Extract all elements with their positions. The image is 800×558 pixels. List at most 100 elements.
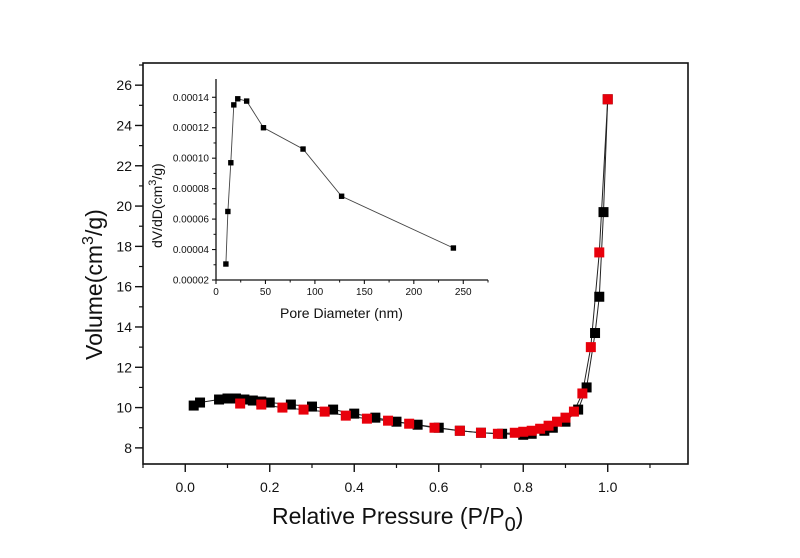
- main-y-tick-label: 26: [116, 77, 132, 93]
- main-y-axis-title-text: Volume(cm: [81, 245, 107, 360]
- main-point-adsorption: [306, 401, 317, 412]
- main-point-desorption: [543, 420, 554, 431]
- main-point-adsorption: [247, 395, 258, 406]
- main-series-line-adsorption: [193, 99, 609, 436]
- main-point-adsorption: [195, 397, 206, 408]
- inset-y-axis-title-end: /g): [149, 163, 165, 179]
- inset-point: [243, 98, 250, 104]
- inset-point: [225, 208, 231, 215]
- inset-y-axis-title: dV/dD(cm3/g): [147, 163, 165, 248]
- inset-point: [260, 125, 267, 131]
- inset-point: [228, 160, 234, 166]
- inset-x-tick-label: 100: [307, 287, 324, 298]
- main-point-desorption: [509, 427, 520, 438]
- main-point-desorption: [256, 399, 267, 410]
- main-point-desorption: [552, 416, 563, 427]
- main-x-tick-label: 1.0: [598, 479, 618, 495]
- inset-x-tick-label: 50: [260, 287, 272, 298]
- main-point-adsorption: [391, 416, 402, 427]
- inset-y-tick-label: 0.00010: [173, 154, 210, 165]
- main-series-line-desorption: [240, 99, 609, 435]
- main-point-adsorption: [328, 404, 339, 415]
- main-point-desorption: [235, 398, 246, 409]
- main-point-desorption: [383, 415, 394, 426]
- inset-y-tick-label: 0.00008: [173, 184, 210, 195]
- main-point-desorption: [340, 410, 351, 421]
- main-y-axis-title-superscript: 3: [80, 236, 97, 245]
- inset-axes: [215, 79, 488, 281]
- main-point-adsorption: [590, 328, 601, 339]
- inset-y-tick-label: 0.00004: [173, 245, 210, 256]
- main-point-desorption: [560, 412, 571, 423]
- main-point-adsorption: [214, 394, 225, 405]
- main-y-tick-label: 14: [116, 319, 132, 335]
- main-y-axis-title: Volume(cm3/g): [80, 209, 107, 360]
- inset-y-tick-label: 0.00012: [173, 123, 210, 134]
- main-point-desorption: [585, 342, 596, 353]
- main-x-axis-title: Relative Pressure (P/P0): [272, 503, 523, 536]
- main-point-desorption: [319, 406, 330, 417]
- main-point-desorption: [361, 413, 372, 424]
- inset-y-axis-title-superscript: 3: [147, 180, 159, 186]
- main-point-adsorption: [222, 393, 233, 404]
- main-x-tick-label: 0.6: [429, 479, 449, 495]
- main-point-desorption: [602, 94, 613, 105]
- main-y-tick-label: 10: [116, 400, 132, 416]
- main-point-desorption: [277, 402, 288, 413]
- inset-y-tick-label: 0.00014: [173, 93, 210, 104]
- main-point-desorption: [535, 423, 546, 434]
- main-y-tick-label: 12: [116, 359, 132, 375]
- main-point-desorption: [475, 427, 486, 438]
- main-point-adsorption: [581, 382, 592, 393]
- main-point-adsorption: [230, 393, 241, 404]
- main-y-tick-label: 20: [116, 198, 132, 214]
- main-y-tick-label: 22: [116, 158, 132, 174]
- inset-x-axis-title: Pore Diameter (nm): [280, 305, 403, 321]
- inset-x-tick-label: 0: [213, 287, 219, 298]
- main-series-lines: [193, 99, 609, 436]
- main-x-axis-title-close: ): [516, 503, 524, 529]
- main-x-axis-title-text: Relative Pressure (P/P: [272, 503, 505, 529]
- inset-x-tick-label: 250: [455, 287, 472, 298]
- main-point-adsorption: [412, 419, 423, 430]
- inset-point: [450, 245, 457, 251]
- main-point-adsorption: [594, 291, 605, 302]
- main-point-adsorption: [370, 412, 381, 423]
- main-point-adsorption: [349, 408, 360, 419]
- main-point-desorption: [518, 426, 529, 437]
- main-point-adsorption: [264, 397, 275, 408]
- inset-point: [231, 102, 237, 108]
- main-point-desorption: [404, 418, 415, 429]
- main-x-tick-label: 0.8: [513, 479, 533, 495]
- inset-x-tick-label: 200: [405, 287, 422, 298]
- main-point-desorption: [492, 428, 503, 439]
- main-x-tick-label: 0.4: [345, 479, 365, 495]
- main-point-desorption: [577, 388, 588, 399]
- inset-point: [300, 146, 306, 152]
- main-x-tick-label: 0.2: [260, 479, 280, 495]
- main-y-axis-title-end: /g): [81, 209, 107, 236]
- inset-point: [338, 193, 345, 199]
- inset-y-axis-title-text: dV/dD(cm: [149, 186, 165, 248]
- main-point-desorption: [298, 404, 309, 415]
- inset-series-points: [223, 96, 457, 267]
- main-point-desorption: [594, 247, 605, 258]
- main-point-adsorption: [188, 400, 199, 411]
- main-y-tick-label: 18: [116, 238, 132, 254]
- main-y-tick-label: 24: [116, 117, 132, 133]
- main-x-tick-label: 0.0: [176, 479, 196, 495]
- main-series-points: [188, 94, 613, 440]
- main-point-desorption: [429, 422, 440, 433]
- inset-x-tick-label: 150: [356, 287, 373, 298]
- main-plot-border: [142, 62, 689, 465]
- inset-point: [235, 96, 241, 102]
- inset-y-tick-label: 0.00002: [173, 276, 210, 287]
- main-y-tick-label: 8: [124, 440, 132, 456]
- main-point-adsorption: [598, 207, 609, 218]
- inset-axis-ticks: 0 50 100 150 200 250 0.00002 0.00004 0.00006 0.00…: [173, 93, 489, 298]
- main-point-desorption: [526, 425, 537, 436]
- main-x-axis-title-subscript: 0: [505, 514, 516, 536]
- main-point-desorption: [568, 406, 579, 417]
- main-point-adsorption: [285, 399, 296, 410]
